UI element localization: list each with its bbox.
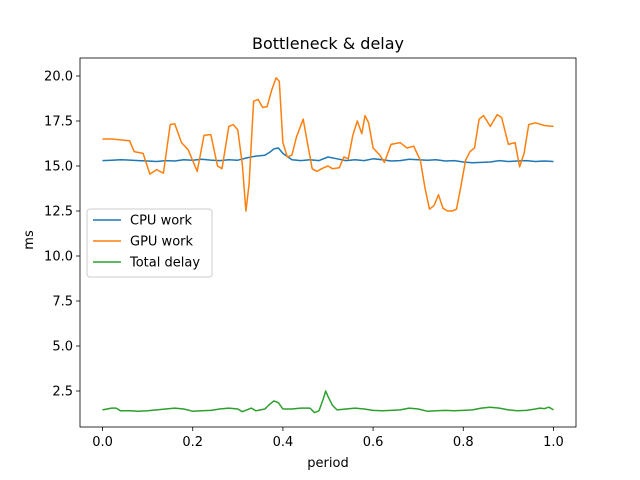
- legend-box: [86, 208, 213, 278]
- x-tick-label: 0.4: [273, 435, 294, 450]
- y-tick-label: 7.5: [52, 295, 73, 310]
- x-axis-label: period: [307, 456, 348, 471]
- x-tick-label: 0.2: [182, 435, 203, 450]
- y-tick-label: 12.5: [44, 205, 73, 220]
- legend-label-0: CPU work: [130, 214, 192, 229]
- y-tick-label: 5.0: [52, 340, 73, 355]
- y-tick-label: 2.5: [52, 385, 73, 400]
- plot-frame: [79, 57, 577, 428]
- y-axis-label: ms: [22, 230, 37, 250]
- y-tick-label: 17.5: [44, 115, 73, 130]
- y-tick-label: 20.0: [44, 70, 73, 85]
- x-tick-label: 0.6: [363, 435, 384, 450]
- legend-label-2: Total delay: [129, 256, 200, 271]
- x-tick-label: 0.8: [453, 435, 474, 450]
- series-line-1: [102, 77, 554, 212]
- legend: CPU work GPU work Total delay: [86, 208, 213, 278]
- axes-layer: 0.0 0.2 0.4 0.6 0.8 1.0 2.5 5.0 7.5 10.0 12.5 15.0 1…: [44, 57, 577, 450]
- x-tick-label: 1.0: [543, 435, 564, 450]
- y-tick-label: 15.0: [44, 160, 73, 175]
- legend-label-1: GPU work: [130, 235, 193, 250]
- series-layer: [102, 77, 554, 414]
- series-line-0: [102, 147, 554, 164]
- x-tick-label: 0.0: [92, 435, 113, 450]
- y-tick-label: 10.0: [44, 250, 73, 265]
- series-line-2: [102, 390, 554, 414]
- chart-title: Bottleneck & delay: [252, 34, 404, 53]
